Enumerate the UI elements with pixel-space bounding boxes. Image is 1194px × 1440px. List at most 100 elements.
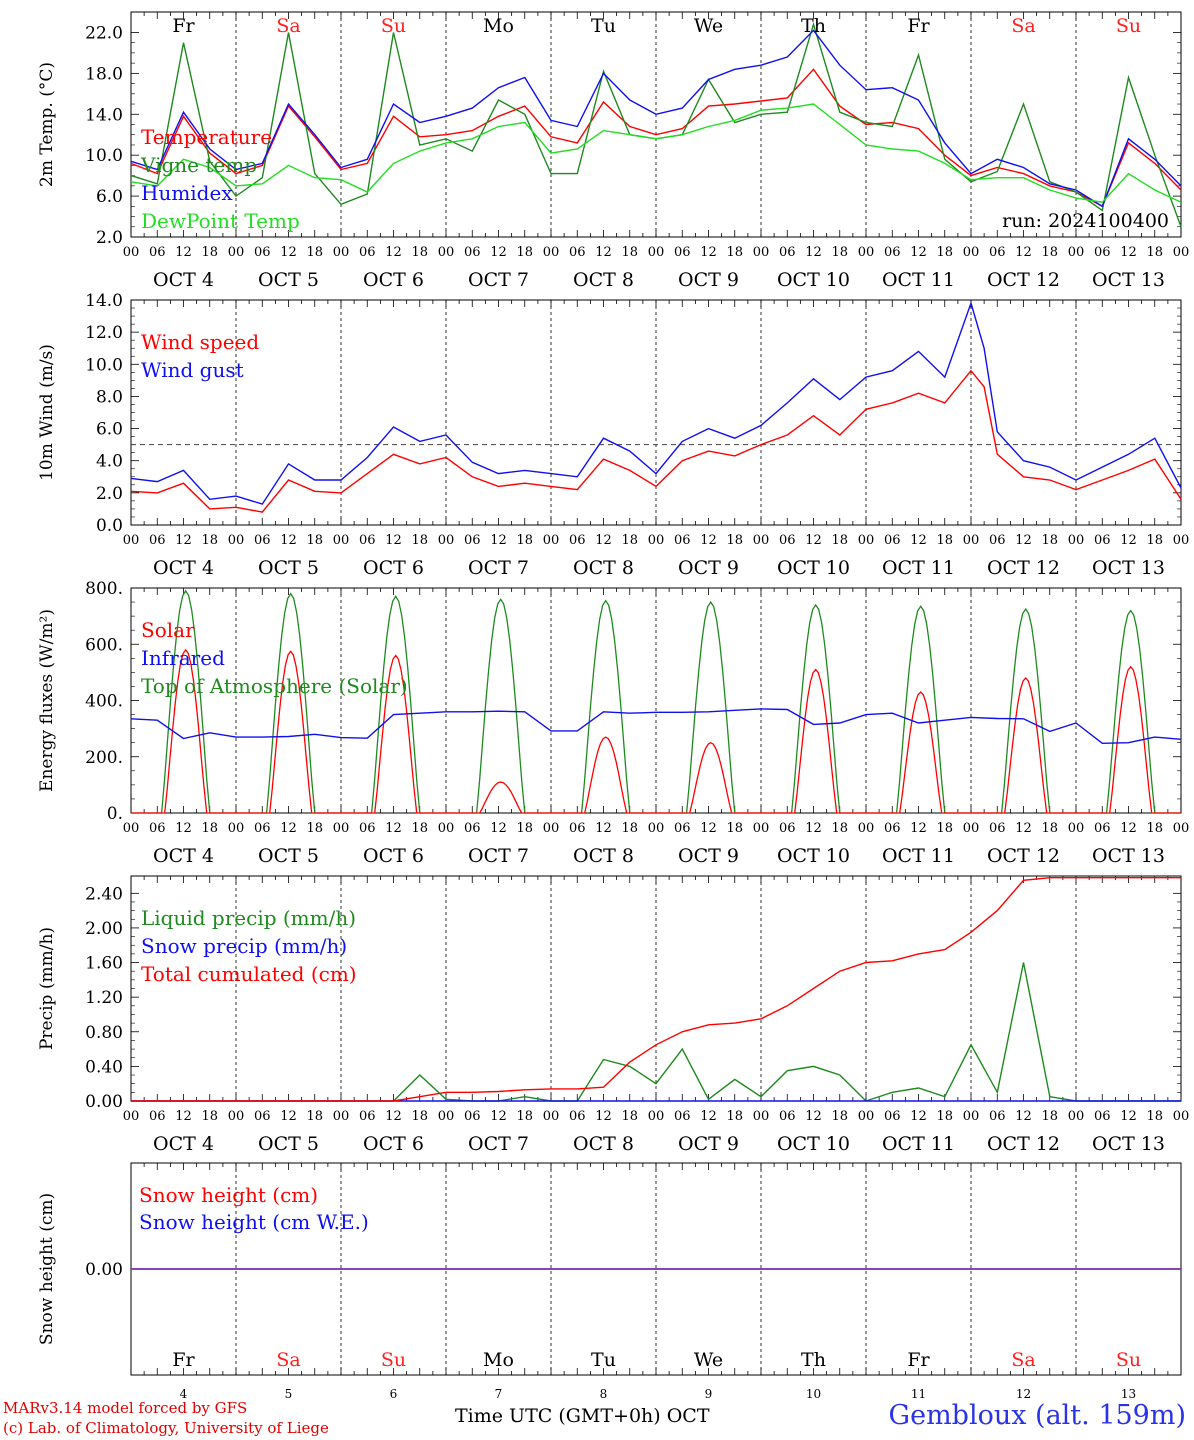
x-hour-label: 06	[989, 1109, 1006, 1124]
x-hour-label: 06	[464, 1109, 481, 1124]
x-hour-label: 18	[201, 821, 218, 836]
y-axis-label: 2m Temp. (°C)	[37, 62, 57, 187]
y-tick-label: 0.00	[85, 1260, 123, 1280]
x-date-label: OCT 6	[363, 269, 424, 291]
x-date-label: OCT 10	[777, 557, 850, 579]
x-hour-label: 06	[1094, 245, 1111, 260]
y-tick-label: 18.0	[85, 64, 123, 84]
x-hour-label: 12	[595, 533, 612, 548]
x-hour-label: 00	[1173, 245, 1190, 260]
x-hour-label: 18	[516, 533, 533, 548]
x-hour-label: 06	[464, 821, 481, 836]
day-of-week-label: Su	[381, 15, 406, 37]
x-date-label: OCT 4	[153, 1133, 214, 1155]
x-hour-label: 18	[726, 821, 743, 836]
x-date-label: OCT 12	[987, 269, 1060, 291]
x-hour-label: 06	[464, 245, 481, 260]
x-hour-label: 18	[1146, 821, 1163, 836]
x-date-label: OCT 9	[678, 845, 739, 867]
station-label: Gembloux (alt. 159m)	[888, 1400, 1186, 1431]
y-tick-label: 10.0	[85, 146, 123, 166]
x-hour-label: 06	[569, 821, 586, 836]
x-hour-label: 18	[411, 1109, 428, 1124]
x-hour-label: 00	[543, 821, 560, 836]
y-tick-label: 0.00	[85, 1092, 123, 1112]
day-of-week-label: Th	[801, 1349, 826, 1371]
x-hour-label: 18	[831, 821, 848, 836]
y-tick-label: 1.20	[85, 988, 123, 1008]
x-hour-label: 12	[385, 245, 402, 260]
day-of-week-label: Tu	[591, 15, 616, 37]
day-of-week-label: Fr	[907, 1349, 930, 1371]
x-date-label: OCT 8	[573, 845, 634, 867]
x-hour-label: 06	[1094, 1109, 1111, 1124]
x-hour-label: 12	[490, 821, 507, 836]
x-hour-label: 12	[700, 821, 717, 836]
x-hour-label: 12	[910, 245, 927, 260]
x-hour-label: 18	[516, 245, 533, 260]
x-hour-label: 12	[595, 1109, 612, 1124]
x-hour-label: 12	[1015, 1109, 1032, 1124]
x-hour-label: 18	[936, 1109, 953, 1124]
x-hour-label: 12	[385, 821, 402, 836]
x-hour-label: 06	[674, 533, 691, 548]
x-hour-label: 12	[1015, 821, 1032, 836]
x-date-label: OCT 11	[882, 557, 955, 579]
x-date-label: OCT 7	[468, 557, 529, 579]
x-hour-label: 00	[228, 533, 245, 548]
x-hour-label: 06	[779, 245, 796, 260]
x-hour-label: 12	[805, 245, 822, 260]
x-hour-label: 06	[989, 245, 1006, 260]
x-date-label: OCT 8	[573, 557, 634, 579]
x-hour-label: 12	[595, 245, 612, 260]
y-tick-label: 6.0	[96, 420, 123, 440]
x-hour-label: 06	[1094, 533, 1111, 548]
x-hour-label: 00	[543, 533, 560, 548]
y-tick-label: 0.0	[96, 516, 123, 536]
x-hour-label: 06	[254, 245, 271, 260]
day-number-label: 12	[1016, 1387, 1031, 1401]
x-hour-label: 12	[910, 1109, 927, 1124]
y-tick-label: 14.0	[85, 105, 123, 125]
x-hour-label: 00	[753, 1109, 770, 1124]
series-humidex	[130, 29, 1182, 208]
x-hour-label: 18	[306, 245, 323, 260]
x-hour-label: 06	[254, 821, 271, 836]
x-hour-label: 00	[753, 245, 770, 260]
day-of-week-label: Fr	[172, 15, 195, 37]
x-hour-label: 00	[648, 1109, 665, 1124]
y-tick-label: 400.	[85, 692, 123, 712]
x-date-label: OCT 4	[153, 269, 214, 291]
x-date-label: OCT 7	[468, 1133, 529, 1155]
x-hour-label: 00	[543, 1109, 560, 1124]
x-hour-label: 12	[1015, 245, 1032, 260]
series-dewpoint-temp	[130, 103, 1182, 203]
x-hour-label: 00	[648, 245, 665, 260]
y-tick-label: 10.0	[85, 355, 123, 375]
y-tick-label: 1.60	[85, 954, 123, 974]
x-hour-label: 12	[385, 533, 402, 548]
x-hour-label: 18	[1041, 245, 1058, 260]
x-date-label: OCT 12	[987, 845, 1060, 867]
x-hour-label: 18	[1146, 533, 1163, 548]
x-hour-label: 18	[831, 245, 848, 260]
x-hour-label: 00	[1068, 533, 1085, 548]
x-hour-label: 18	[411, 821, 428, 836]
x-hour-label: 12	[280, 533, 297, 548]
y-tick-label: 8.0	[96, 387, 123, 407]
x-hour-label: 12	[700, 533, 717, 548]
panel-1: 2.0 6.0 10.0 14.0 18.0 22.0 2m Temp. (°C) 00 06 1…	[37, 11, 1190, 291]
x-hour-label: 18	[936, 245, 953, 260]
y-tick-label: 2.0	[96, 228, 123, 248]
y-tick-label: 6.0	[96, 187, 123, 207]
y-tick-label: 2.00	[85, 919, 123, 939]
day-number-label: 9	[705, 1387, 713, 1401]
x-hour-label: 06	[359, 533, 376, 548]
x-hour-label: 00	[1173, 1109, 1190, 1124]
series-temperature	[130, 68, 1182, 208]
x-hour-label: 06	[884, 821, 901, 836]
x-hour-label: 00	[333, 245, 350, 260]
legend-entry: Solar	[141, 618, 195, 642]
day-number-label: 5	[285, 1387, 293, 1401]
